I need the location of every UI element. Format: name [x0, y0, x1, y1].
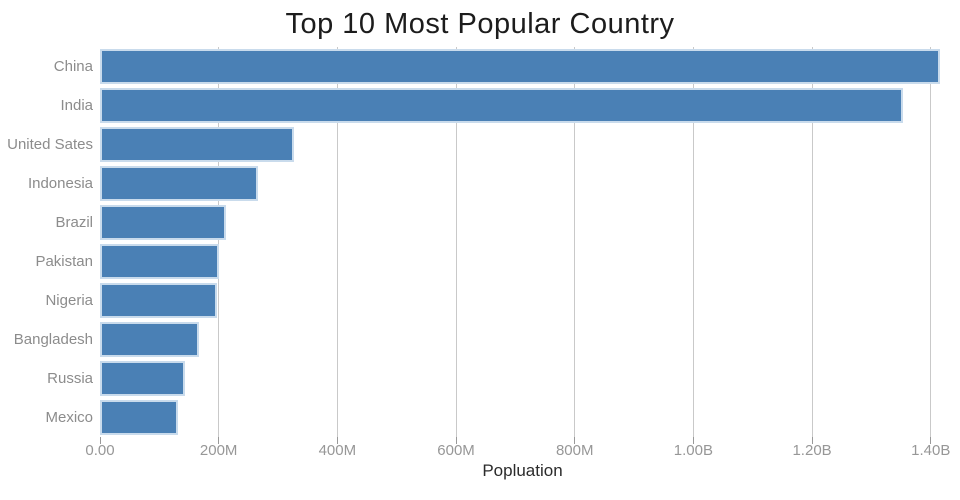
x-tick-1-00b — [692, 437, 694, 444]
x-tick-label-800m: 800M — [555, 442, 594, 459]
x-tick-label-1-40b: 1.40B — [911, 442, 951, 459]
gridline-1-40b — [930, 47, 932, 437]
bar-india — [100, 88, 903, 123]
x-tick-0-00 — [99, 437, 101, 444]
y-label-pakistan: Pakistan — [35, 253, 93, 270]
x-tick-1-20b — [811, 437, 813, 444]
gridline-1-20b — [811, 47, 813, 437]
plot-area — [100, 47, 945, 437]
bar-brazil — [100, 205, 226, 240]
x-tick-label-400m: 400M — [318, 442, 357, 459]
gridline-400m — [336, 47, 338, 437]
gridline-600m — [455, 47, 457, 437]
y-label-brazil: Brazil — [55, 214, 93, 231]
x-tick-800m — [574, 437, 576, 444]
bar-russia — [100, 361, 186, 396]
y-label-china: China — [53, 58, 93, 75]
bar-nigeria — [100, 283, 217, 318]
x-tick-label-0-00: 0.00 — [85, 442, 115, 459]
y-label-indonesia: Indonesia — [27, 175, 93, 192]
gridline-1-00b — [692, 47, 694, 437]
x-tick-400m — [336, 437, 338, 444]
y-label-russia: Russia — [47, 370, 93, 387]
gridline-800m — [574, 47, 576, 437]
bar-mexico — [100, 400, 178, 435]
x-tick-600m — [455, 437, 457, 444]
bar-indonesia — [100, 166, 258, 201]
x-tick-label-600m: 600M — [437, 442, 475, 459]
x-tick-label-200m: 200M — [199, 442, 238, 459]
bar-pakistan — [100, 244, 220, 279]
x-axis-title: Popluation — [482, 461, 563, 480]
bar-united-sates — [100, 127, 295, 162]
chart-title: Top 10 Most Popular Country — [285, 8, 675, 40]
x-tick-label-1-20b: 1.20B — [792, 442, 832, 459]
bar-bangladesh — [100, 322, 199, 357]
y-label-mexico: Mexico — [45, 409, 93, 426]
y-label-india: India — [60, 97, 93, 114]
x-tick-200m — [218, 437, 220, 444]
y-label-united-sates: United Sates — [7, 136, 93, 153]
x-tick-label-1-00b: 1.00B — [673, 442, 713, 459]
gridline-200m — [218, 47, 220, 437]
bar-china — [100, 49, 940, 84]
y-label-nigeria: Nigeria — [45, 292, 93, 309]
x-tick-1-40b — [930, 437, 932, 444]
y-label-bangladesh: Bangladesh — [13, 331, 93, 348]
